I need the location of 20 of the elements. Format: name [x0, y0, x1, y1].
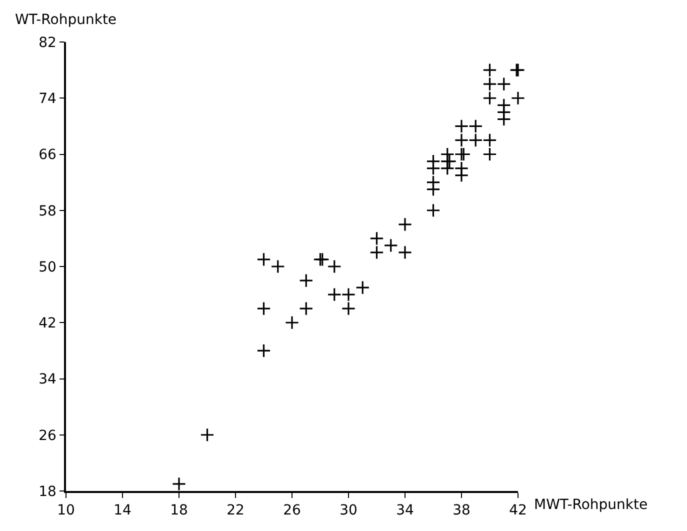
- x-tick-label: 22: [226, 502, 244, 519]
- y-tick-label: 66: [38, 147, 57, 164]
- y-tick-label: 42: [38, 316, 56, 332]
- x-tick-label: 34: [396, 502, 414, 519]
- x-tick-label: 42: [509, 502, 527, 519]
- y-tick-label: 58: [38, 203, 56, 220]
- x-axis-title: MWT-Rohpunkte: [534, 497, 648, 513]
- y-tick-label: 74: [38, 91, 57, 108]
- y-tick-label: 26: [38, 428, 57, 444]
- y-tick-label: 82: [38, 34, 56, 51]
- y-tick-label: 18: [38, 484, 56, 500]
- x-tick-label: 26: [283, 502, 301, 519]
- x-tick-label: 10: [57, 502, 75, 519]
- y-tick-label: 50: [38, 259, 56, 276]
- y-axis-title: WT-Rohpunkte: [15, 12, 117, 28]
- x-tick-label: 14: [114, 502, 132, 519]
- x-tick-label: 30: [340, 502, 358, 519]
- y-tick-label: 34: [38, 372, 57, 388]
- x-tick-label: 38: [452, 502, 470, 519]
- x-tick-label: 18: [170, 502, 188, 519]
